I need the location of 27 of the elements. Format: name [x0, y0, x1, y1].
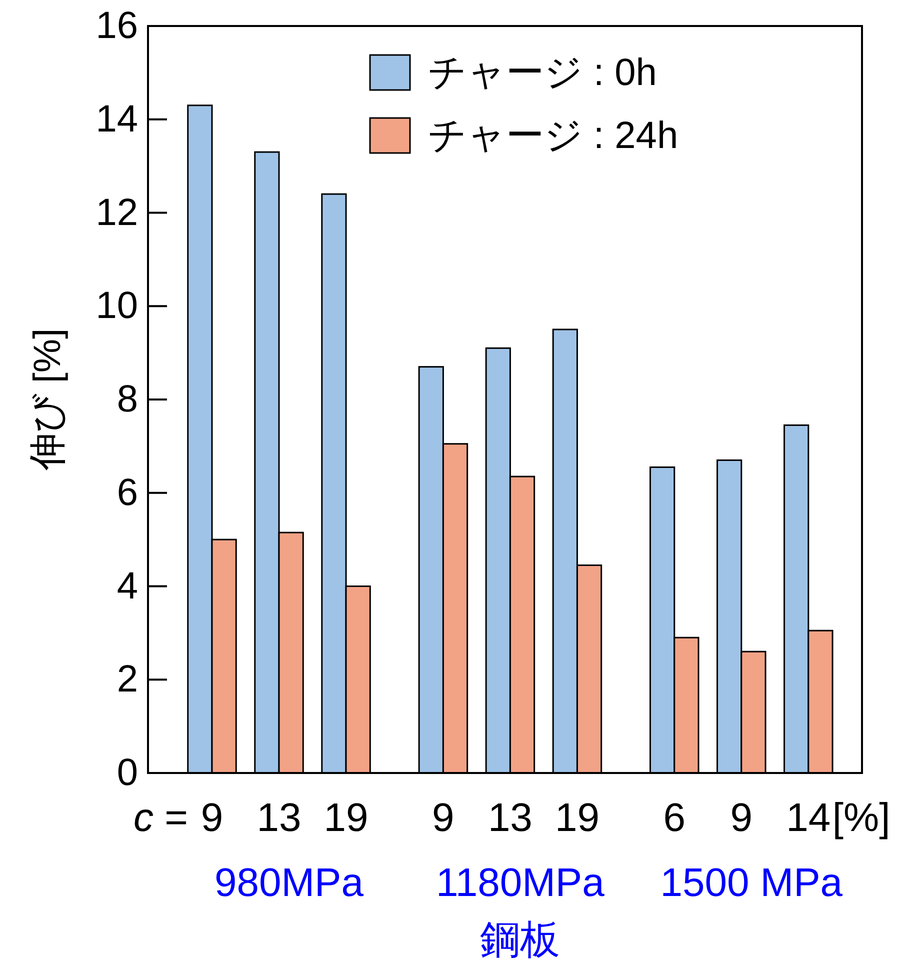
text: [%]: [832, 796, 890, 840]
y-tick-label: 10: [96, 285, 138, 328]
y-tick-label: 6: [116, 472, 138, 514]
y-tick-label: 14: [96, 98, 138, 140]
x-tick-label: 9: [730, 796, 753, 840]
x-tick-label: 14: [786, 796, 831, 840]
x-tick-label: 9: [200, 796, 224, 840]
x-tick-label: 6: [663, 796, 686, 840]
x-tick-label: 9: [432, 796, 454, 840]
y-tick-label: 2: [116, 658, 138, 701]
text: c =: [134, 796, 188, 840]
x-tick-label: 13: [256, 796, 302, 840]
legend-label: チャージ : 24h: [428, 115, 678, 157]
x-tick-label: 19: [554, 796, 600, 840]
x-tick-label: 19: [324, 796, 368, 840]
y-tick-label: 8: [116, 378, 138, 420]
text: 1180MPa: [436, 861, 606, 905]
y-tick-label: 0: [116, 752, 138, 794]
x-tick-label: 13: [488, 796, 532, 840]
y-tick-label: 4: [116, 565, 138, 608]
text: 980MPa: [214, 861, 364, 905]
y-tick-label: 12: [96, 192, 138, 234]
y-tick-label: 16: [96, 5, 138, 47]
text: 1500 MPa: [660, 861, 844, 905]
x-axis-title: 鋼板: [480, 918, 560, 962]
y-axis-title: 伸び [%]: [27, 328, 69, 472]
legend-label: チャージ : 0h: [428, 52, 657, 94]
